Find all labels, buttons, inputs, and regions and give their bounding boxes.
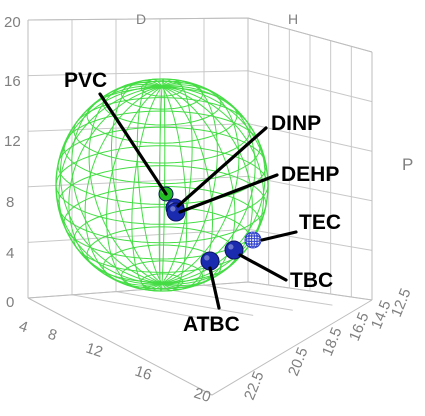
leader-dinp bbox=[176, 126, 268, 208]
sphere-meridian bbox=[59, 85, 163, 284]
point-label-dehp: DEHP bbox=[281, 163, 339, 186]
d-tick-label: 4 bbox=[17, 318, 30, 337]
leader-tbc bbox=[238, 253, 288, 282]
point-dehp bbox=[166, 202, 186, 222]
axis-title-h: H bbox=[288, 11, 298, 27]
sphere-meridian bbox=[161, 78, 166, 284]
point-tec-wire bbox=[256, 233, 260, 247]
h-gridline bbox=[27, 17, 373, 53]
p-tick-label: 18.5 bbox=[319, 325, 346, 358]
point-label-tec: TEC bbox=[299, 211, 341, 234]
floor-gridline bbox=[203, 284, 333, 306]
axis-title-d: D bbox=[136, 11, 146, 27]
floor-gridline bbox=[115, 291, 254, 316]
p-tick-label: 16.5 bbox=[346, 310, 373, 343]
sphere-outline bbox=[55, 78, 269, 292]
point-highlight bbox=[170, 206, 176, 212]
sphere-meridian bbox=[58, 86, 163, 285]
d-tick-label: 12 bbox=[84, 340, 105, 361]
label-leader-lines bbox=[98, 92, 298, 310]
d-tick-label: 8 bbox=[46, 326, 59, 345]
h-tick-label: 0 bbox=[6, 294, 14, 311]
h-tick-label: 4 bbox=[6, 245, 14, 262]
h-tick-label: 8 bbox=[6, 194, 14, 211]
p-tick-label: 22.5 bbox=[241, 369, 268, 402]
d-tick-label: 20 bbox=[192, 385, 213, 406]
floor-gridline bbox=[159, 287, 293, 311]
h-tick-label: 12 bbox=[4, 133, 21, 150]
leader-tec bbox=[260, 230, 298, 242]
point-label-tbc: TBC bbox=[290, 269, 333, 292]
sphere-meridian bbox=[158, 86, 163, 292]
leader-atbc bbox=[208, 266, 221, 310]
point-label-dinp: DINP bbox=[271, 112, 321, 135]
leader-pvc bbox=[98, 92, 168, 196]
p-tick-label: 12.5 bbox=[388, 286, 415, 319]
frame-top bbox=[27, 17, 373, 53]
point-highlight bbox=[228, 244, 234, 250]
axis-title-p: P bbox=[402, 155, 413, 174]
sphere-meridian bbox=[161, 79, 193, 284]
h-tick-label: 16 bbox=[4, 73, 21, 90]
solubility-sphere bbox=[55, 78, 269, 292]
h-tick-label: 20 bbox=[4, 14, 21, 31]
d-tick-label: 16 bbox=[133, 363, 154, 384]
sphere-meridian bbox=[131, 86, 163, 291]
p-tick-label: 20.5 bbox=[285, 345, 312, 378]
point-label-pvc: PVC bbox=[64, 69, 107, 92]
frame-front-floor bbox=[27, 297, 373, 396]
sphere-latitude bbox=[63, 110, 261, 185]
point-label-atbc: ATBC bbox=[183, 313, 240, 336]
leader-dehp bbox=[178, 173, 279, 214]
floor-gridline bbox=[71, 294, 214, 321]
point-highlight bbox=[204, 255, 210, 261]
